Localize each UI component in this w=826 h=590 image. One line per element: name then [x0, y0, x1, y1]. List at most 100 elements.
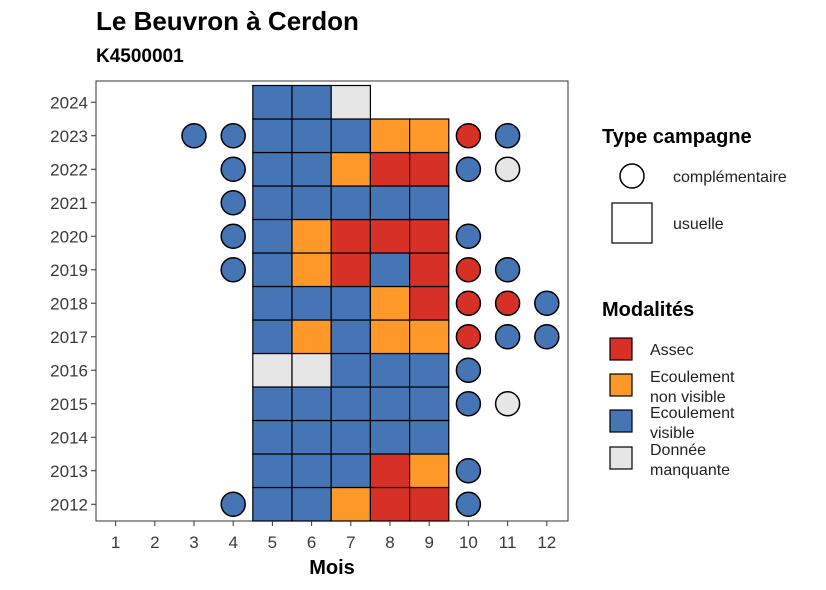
- legend-circle-symbol: [619, 163, 645, 189]
- tile-2017-8: [369, 319, 411, 355]
- x-tick-label: 1: [111, 533, 120, 552]
- tile-2023-6: [291, 118, 332, 154]
- y-tick-label: 2013: [50, 462, 88, 481]
- legend-modal-label-line1: Donnée: [650, 442, 706, 459]
- legend-modal-label-line1: Ecoulement: [650, 405, 735, 422]
- tile-2017-9: [409, 319, 450, 355]
- x-tick-label: 10: [459, 533, 478, 552]
- tile-2019-6: [291, 252, 332, 288]
- tile-2018-8: [369, 285, 411, 321]
- tile-2022-9: [409, 151, 450, 187]
- tile-2017-7: [330, 319, 372, 355]
- tile-2013-7: [330, 453, 372, 489]
- y-tick-label: 2018: [50, 294, 88, 313]
- tile-2017-6: [291, 319, 332, 355]
- point-2017-12: [534, 324, 560, 350]
- legend-type-label: usuelle: [673, 216, 724, 233]
- point-2015-11: [494, 391, 521, 417]
- point-2018-12: [534, 290, 560, 316]
- tile-2020-8: [369, 218, 411, 254]
- legend-modal-label: Assec: [650, 342, 694, 359]
- point-2018-10: [455, 290, 482, 316]
- y-tick-label: 2023: [50, 127, 88, 146]
- tile-2024-5: [252, 84, 293, 120]
- tile-2016-9: [409, 352, 450, 388]
- tile-2023-9: [409, 118, 450, 154]
- x-tick-label: 12: [537, 533, 556, 552]
- tile-2022-5: [252, 151, 293, 187]
- tile-2022-6: [291, 151, 332, 187]
- tile-2015-9: [409, 386, 450, 422]
- tile-2018-9: [409, 285, 450, 321]
- tile-2020-9: [409, 218, 450, 254]
- x-tick-label: 4: [228, 533, 237, 552]
- tile-2015-8: [369, 386, 411, 422]
- x-tick-label: 9: [424, 533, 433, 552]
- point-2022-11: [494, 156, 521, 182]
- tile-2019-7: [330, 252, 372, 288]
- tile-2020-6: [291, 218, 332, 254]
- point-2023-3: [181, 123, 207, 149]
- tile-2012-7: [330, 486, 372, 522]
- tile-2012-8: [369, 486, 411, 522]
- chart-title: Le Beuvron à Cerdon: [96, 6, 359, 36]
- legend-swatch-3: [609, 446, 633, 470]
- point-2020-10: [455, 223, 482, 249]
- legend-swatch-1: [609, 373, 633, 397]
- y-tick-label: 2015: [50, 395, 88, 414]
- point-2022-10: [455, 156, 482, 182]
- legend-modal-label-line2: visible: [650, 425, 695, 442]
- legend-type-title: Type campagne: [602, 126, 752, 148]
- x-tick-label: 5: [268, 533, 277, 552]
- tile-2024-6: [291, 84, 332, 120]
- tile-2016-8: [369, 352, 411, 388]
- tile-2015-5: [252, 386, 293, 422]
- tile-2012-5: [252, 486, 293, 522]
- legend-square-symbol: [611, 202, 653, 244]
- tile-2018-6: [291, 285, 332, 321]
- point-2013-10: [455, 458, 482, 484]
- tile-2021-8: [369, 185, 411, 221]
- legend-modal-label-line1: Ecoulement: [650, 369, 735, 386]
- point-2019-4: [220, 257, 246, 283]
- point-2019-11: [494, 257, 521, 283]
- legend-type-label: complémentaire: [673, 169, 787, 186]
- point-2017-10: [455, 324, 482, 350]
- x-tick-label: 2: [150, 533, 159, 552]
- tile-2023-7: [330, 118, 372, 154]
- point-2023-11: [494, 123, 521, 149]
- tile-2018-7: [330, 285, 372, 321]
- y-tick-label: 2024: [50, 93, 88, 112]
- y-tick-label: 2022: [50, 160, 88, 179]
- tile-2021-5: [252, 185, 293, 221]
- x-tick-label: 7: [346, 533, 355, 552]
- tile-2019-5: [252, 252, 293, 288]
- tile-2019-9: [409, 252, 450, 288]
- tile-2022-8: [369, 151, 411, 187]
- tile-2014-7: [330, 419, 372, 455]
- x-tick-label: 3: [189, 533, 198, 552]
- point-2017-11: [494, 324, 521, 350]
- tile-2019-8: [369, 252, 411, 288]
- y-tick-label: 2020: [50, 227, 88, 246]
- x-tick-label: 8: [385, 533, 394, 552]
- tile-2014-9: [409, 419, 450, 455]
- tile-2021-6: [291, 185, 332, 221]
- y-tick-label: 2019: [50, 261, 88, 280]
- point-2012-4: [220, 491, 246, 517]
- tile-2014-6: [291, 419, 332, 455]
- tile-2014-5: [252, 419, 293, 455]
- y-tick-label: 2017: [50, 328, 88, 347]
- tile-2012-9: [409, 486, 450, 522]
- x-tick-label: 11: [499, 533, 517, 552]
- y-tick-label: 2016: [50, 361, 88, 380]
- tile-2023-5: [252, 118, 293, 154]
- tile-2013-9: [409, 453, 450, 489]
- tile-2013-5: [252, 453, 293, 489]
- point-2016-10: [455, 357, 482, 383]
- x-axis-title: Mois: [309, 557, 355, 579]
- tile-2015-7: [330, 386, 372, 422]
- point-2020-4: [220, 223, 246, 249]
- y-tick-label: 2021: [50, 194, 88, 213]
